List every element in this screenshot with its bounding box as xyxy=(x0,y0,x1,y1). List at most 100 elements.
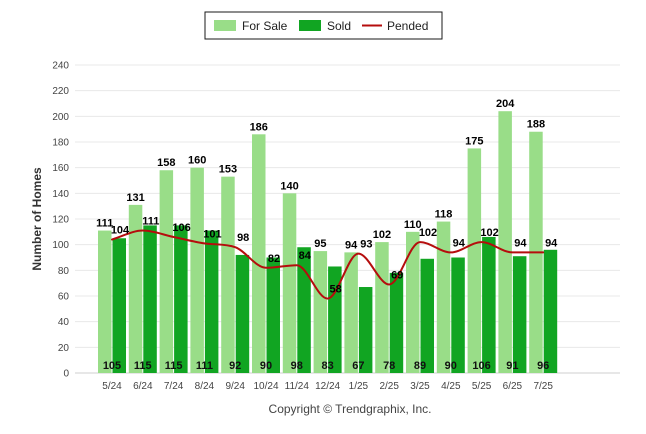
label-sold-9-24: 92 xyxy=(229,360,241,372)
bar-sold-2-25 xyxy=(389,272,404,373)
label-for-sale-6-25: 204 xyxy=(496,98,515,110)
x-tick-7-25: 7/25 xyxy=(533,381,553,392)
data-labels: 111 105 131 115 158 115 160 111 153 92 186 90 140 98 9… xyxy=(96,98,558,372)
label-pended-7-24: 106 xyxy=(172,222,190,234)
pended-line-layer xyxy=(111,229,545,300)
label-pended-12-24: 58 xyxy=(329,284,341,296)
bar-sold-7-24 xyxy=(174,225,188,373)
x-tick-8-24: 8/24 xyxy=(195,381,215,392)
label-pended-8-24: 101 xyxy=(203,228,221,240)
label-pended-2-25: 69 xyxy=(391,269,403,281)
x-tick-1-25: 1/25 xyxy=(349,381,369,392)
label-pended-7-25: 94 xyxy=(545,237,558,249)
x-tick-5-24: 5/24 xyxy=(102,381,122,392)
legend-swatch-for-sale xyxy=(214,20,236,31)
bar-for-sale-2-25 xyxy=(375,242,389,373)
line-pended xyxy=(111,229,545,300)
label-sold-8-24: 111 xyxy=(196,360,213,372)
label-for-sale-1-25: 94 xyxy=(345,239,358,251)
label-for-sale-12-24: 95 xyxy=(314,238,326,250)
bar-sold-11-24 xyxy=(297,247,311,373)
label-for-sale-4-25: 118 xyxy=(435,209,453,221)
label-for-sale-2-25: 102 xyxy=(373,229,391,241)
bar-sold-6-24 xyxy=(143,225,157,373)
label-for-sale-5-24: 111 xyxy=(96,218,113,230)
bar-for-sale-8-24 xyxy=(190,167,204,373)
label-sold-3-25: 89 xyxy=(414,360,426,372)
label-sold-12-24: 83 xyxy=(321,360,333,372)
bar-sold-8-24 xyxy=(204,230,219,373)
y-tick-240: 240 xyxy=(52,61,69,72)
x-tick-11-24: 11/24 xyxy=(285,381,310,392)
bar-sold-5-24 xyxy=(112,238,126,373)
bar-sold-6-25 xyxy=(512,256,527,373)
x-tick-2-25: 2/25 xyxy=(379,381,399,392)
label-sold-2-25: 78 xyxy=(383,360,395,372)
label-for-sale-7-24: 158 xyxy=(157,157,175,169)
label-pended-9-24: 98 xyxy=(237,232,249,244)
label-pended-10-24: 82 xyxy=(268,253,280,265)
bar-sold-4-25 xyxy=(451,257,465,373)
label-sold-10-24: 90 xyxy=(260,360,272,372)
bar-for-sale-10-24 xyxy=(252,134,266,373)
bar-sold-12-24 xyxy=(328,266,342,373)
legend-box xyxy=(204,11,443,40)
label-pended-1-25: 93 xyxy=(360,239,372,251)
bar-for-sale-3-25 xyxy=(406,231,420,373)
bar-for-sale-5-24 xyxy=(98,230,112,373)
label-for-sale-6-24: 131 xyxy=(126,192,144,204)
legend-label-pended: Pended xyxy=(387,19,428,33)
label-sold-4-25: 90 xyxy=(445,360,457,372)
label-pended-11-24: 84 xyxy=(299,250,312,262)
legend-label-for-sale: For Sale xyxy=(242,19,288,33)
y-tick-60: 60 xyxy=(58,292,70,303)
label-for-sale-9-24: 153 xyxy=(219,164,237,176)
label-pended-6-24: 111 xyxy=(142,216,159,228)
bar-for-sale-6-25 xyxy=(498,111,512,373)
label-sold-5-25: 106 xyxy=(472,360,490,372)
bar-for-sale-1-25 xyxy=(344,252,358,373)
y-tick-80: 80 xyxy=(58,266,70,277)
x-tick-12-24: 12/24 xyxy=(315,381,340,392)
bar-for-sale-12-24 xyxy=(313,251,328,373)
label-for-sale-7-25: 188 xyxy=(527,119,545,131)
x-tick-5-25: 5/25 xyxy=(472,381,492,392)
copyright-text: Copyright © Trendgraphix, Inc. xyxy=(269,402,432,416)
label-sold-7-25: 96 xyxy=(537,360,549,372)
y-tick-20: 20 xyxy=(58,343,70,354)
x-tick-10-24: 10/24 xyxy=(253,381,278,392)
label-pended-4-25: 94 xyxy=(453,237,466,249)
bar-sold-5-25 xyxy=(482,236,496,373)
y-tick-40: 40 xyxy=(58,317,70,328)
y-axis-ticks: 0 20 40 60 80 100 120 140 160 180 200 220 240 xyxy=(52,61,69,380)
x-axis-ticks: 5/24 6/24 7/24 8/24 9/24 10/24 11/24 12/24 1/25 2… xyxy=(102,381,553,392)
x-tick-6-25: 6/25 xyxy=(503,381,523,392)
bar-sold-3-25 xyxy=(420,258,434,373)
x-tick-3-25: 3/25 xyxy=(410,381,430,392)
label-for-sale-10-24: 186 xyxy=(250,121,268,133)
bar-for-sale-5-25 xyxy=(467,148,482,373)
x-tick-9-24: 9/24 xyxy=(225,381,245,392)
y-tick-100: 100 xyxy=(52,240,69,251)
bar-for-sale-6-24 xyxy=(128,204,143,373)
y-tick-0: 0 xyxy=(63,369,69,380)
y-tick-120: 120 xyxy=(52,215,69,226)
bar-sold-9-24 xyxy=(235,254,250,373)
label-sold-5-24: 105 xyxy=(103,360,121,372)
legend-label-sold: Sold xyxy=(327,19,351,33)
y-tick-220: 220 xyxy=(52,86,69,97)
bar-for-sale-7-24 xyxy=(159,170,174,373)
label-pended-5-24: 104 xyxy=(111,225,130,237)
label-for-sale-11-24: 140 xyxy=(280,180,298,192)
label-pended-3-25: 102 xyxy=(419,227,437,239)
x-tick-4-25: 4/25 xyxy=(441,381,461,392)
y-tick-160: 160 xyxy=(52,163,69,174)
label-pended-5-25: 102 xyxy=(480,227,498,239)
bar-for-sale-9-24 xyxy=(221,176,235,373)
label-sold-6-24: 115 xyxy=(134,360,152,372)
label-sold-6-25: 91 xyxy=(506,360,518,372)
x-tick-7-24: 7/24 xyxy=(164,381,184,392)
y-axis-label: Number of Homes xyxy=(30,167,44,271)
bar-sold-1-25 xyxy=(358,287,373,373)
